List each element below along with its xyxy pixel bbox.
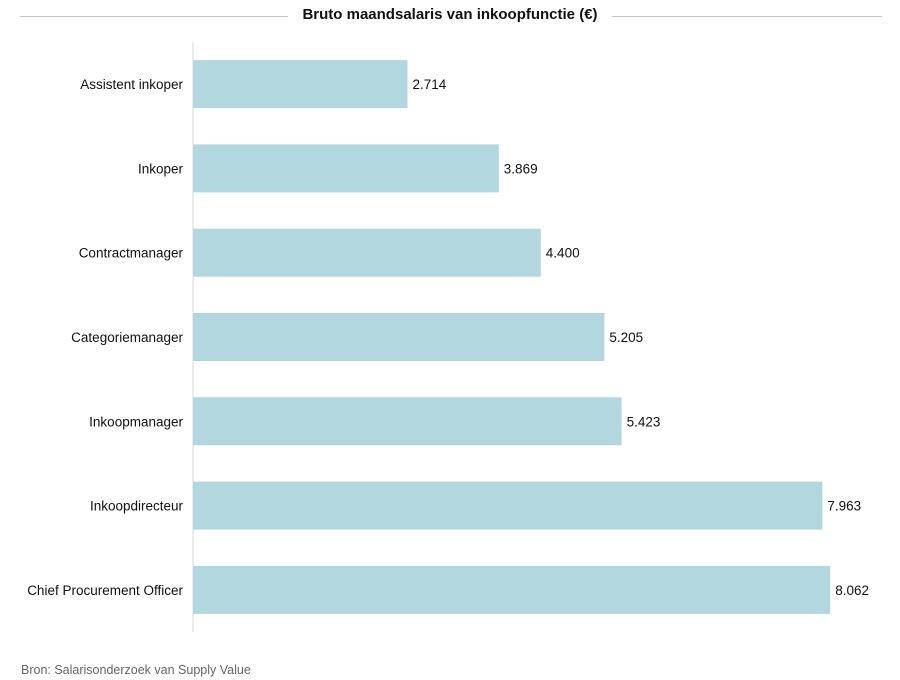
bar [193,313,605,361]
bar-value-label: 5.423 [627,414,661,429]
category-tick-label: Inkoper [138,161,184,176]
bars-group: Assistent inkoper 2.714 Inkoper 3.869 Contra… [27,60,869,614]
category-tick-label: Categoriemanager [71,330,183,345]
chart-title: Bruto maandsalaris van inkoopfunctie (€) [302,6,598,23]
source-note: Bron: Salarisonderzoek van Supply Value [21,663,251,677]
category-tick-label: Contractmanager [79,246,184,261]
category-tick-label: Inkoopdirecteur [90,499,184,514]
bar [193,565,831,614]
title-rule-left [20,16,288,17]
category-tick-label: Assistent inkoper [80,77,183,92]
bar-value-label: 3.869 [504,161,538,176]
category-tick-label: Inkoopmanager [89,414,183,429]
title-rule-right [612,16,882,17]
bar [193,481,823,530]
bar [193,144,499,193]
bar [193,397,622,446]
bar-value-label: 2.714 [413,77,447,92]
bar [193,228,541,277]
category-tick-label: Chief Procurement Officer [27,583,183,598]
bar-value-label: 7.963 [827,499,861,514]
bar-value-label: 8.062 [835,583,869,598]
title-row: Bruto maandsalaris van inkoopfunctie (€) [0,0,900,34]
bar-value-label: 4.400 [546,246,580,261]
bar [193,60,408,109]
bar-value-label: 5.205 [609,330,643,345]
